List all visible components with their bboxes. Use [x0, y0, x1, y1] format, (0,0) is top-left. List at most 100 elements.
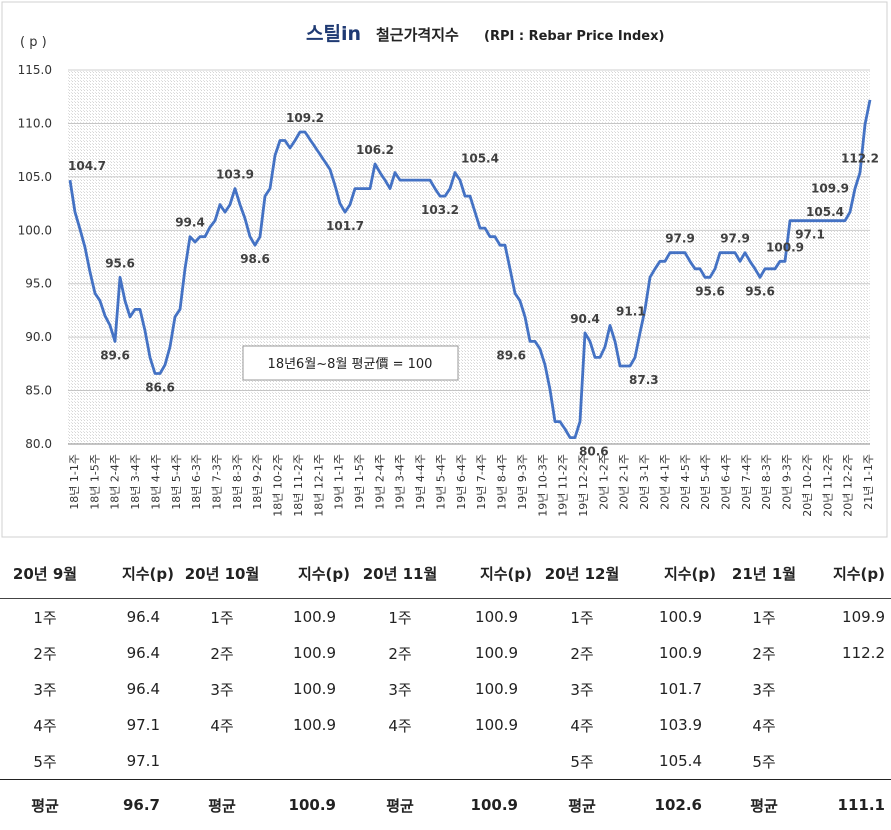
data-label: 95.6 [695, 284, 725, 298]
week-cell: 3주 [354, 671, 446, 707]
y-tick-label: 95.0 [25, 277, 52, 291]
x-tick-label: 20년 8-3주 [760, 454, 773, 510]
data-label: 91.1 [616, 304, 646, 318]
week-cell: 4주 [178, 707, 266, 743]
value-cell [808, 707, 891, 743]
data-label: 95.6 [745, 284, 775, 298]
index-header: 지수(p) [266, 548, 354, 599]
week-cell [354, 743, 446, 780]
value-cell: 96.4 [90, 599, 178, 636]
data-label: 97.9 [720, 232, 750, 246]
data-label: 98.6 [240, 252, 270, 266]
index-header: 지수(p) [90, 548, 178, 599]
average-value: 100.9 [266, 780, 354, 830]
data-label: 97.1 [795, 228, 825, 242]
x-tick-label: 19년 2-4주 [373, 454, 386, 510]
week-cell [178, 743, 266, 780]
data-label: 95.6 [105, 256, 135, 270]
week-cell: 4주 [354, 707, 446, 743]
value-cell: 100.9 [628, 599, 720, 636]
data-label: 90.4 [570, 312, 600, 326]
value-cell [808, 743, 891, 780]
chart-title: 철근가격지수 [376, 26, 459, 44]
x-tick-label: 20년 5-4주 [699, 454, 712, 510]
value-cell: 100.9 [266, 671, 354, 707]
x-tick-label: 19년 1-5주 [353, 454, 366, 510]
data-label: 105.4 [806, 205, 844, 219]
value-cell: 96.4 [90, 671, 178, 707]
average-label: 평균 [354, 780, 446, 830]
value-cell: 112.2 [808, 635, 891, 671]
week-cell: 1주 [0, 599, 90, 636]
average-value: 102.6 [628, 780, 720, 830]
y-tick-label: 90.0 [25, 330, 52, 344]
data-label: 106.2 [356, 143, 394, 157]
data-label: 103.2 [421, 203, 459, 217]
x-tick-label: 20년 10-2주 [801, 454, 814, 517]
week-cell: 3주 [0, 671, 90, 707]
week-cell: 5주 [0, 743, 90, 780]
value-cell: 103.9 [628, 707, 720, 743]
x-tick-label: 19년 4-4주 [414, 454, 427, 510]
week-cell: 3주 [536, 671, 628, 707]
x-tick-label: 20년 9-3주 [781, 454, 794, 510]
y-tick-label: 110.0 [18, 116, 52, 130]
x-tick-label: 20년 7-4주 [740, 454, 753, 510]
x-tick-label: 18년 4-4주 [149, 454, 162, 510]
x-tick-label: 19년 5-4주 [434, 454, 447, 510]
data-label: 109.2 [286, 111, 324, 125]
value-cell: 96.4 [90, 635, 178, 671]
x-tick-label: 18년 7-3주 [211, 454, 224, 510]
average-label: 평균 [720, 780, 808, 830]
week-cell: 3주 [178, 671, 266, 707]
week-cell: 5주 [536, 743, 628, 780]
y-tick-label: 105.0 [18, 170, 52, 184]
value-cell: 100.9 [266, 707, 354, 743]
x-tick-label: 19년 12-2주 [577, 454, 590, 517]
x-tick-label: 20년 3-1주 [638, 454, 651, 510]
value-cell: 100.9 [628, 635, 720, 671]
data-label: 89.6 [496, 348, 526, 362]
x-tick-label: 19년 1-1주 [333, 454, 346, 510]
x-tick-label: 18년 2-4주 [109, 454, 122, 510]
average-value: 111.1 [808, 780, 891, 830]
week-cell: 3주 [720, 671, 808, 707]
x-tick-label: 19년 6-4주 [455, 454, 468, 510]
value-cell: 97.1 [90, 707, 178, 743]
x-tick-label: 19년 8-4주 [496, 454, 509, 510]
week-cell: 4주 [720, 707, 808, 743]
x-tick-label: 19년 10-3주 [536, 454, 549, 517]
value-cell: 97.1 [90, 743, 178, 780]
week-cell: 4주 [536, 707, 628, 743]
data-label: 80.6 [579, 445, 609, 459]
data-label: 112.2 [841, 152, 879, 166]
index-header: 지수(p) [808, 548, 891, 599]
chart-subtitle: (RPI : Rebar Price Index) [484, 29, 664, 44]
x-tick-label: 20년 2-1주 [618, 454, 631, 510]
week-cell: 2주 [354, 635, 446, 671]
index-header: 지수(p) [446, 548, 536, 599]
data-label: 105.4 [461, 152, 499, 166]
x-tick-label: 20년 4-5주 [679, 454, 692, 510]
value-cell: 100.9 [446, 707, 536, 743]
data-label: 99.4 [175, 216, 205, 230]
x-tick-label: 19년 11-2주 [557, 454, 570, 517]
x-tick-label: 18년 12-1주 [312, 454, 325, 517]
month-header: 20년 9월 [0, 548, 90, 599]
x-tick-label: 18년 9-2주 [251, 454, 264, 510]
week-cell: 4주 [0, 707, 90, 743]
value-cell [266, 743, 354, 780]
y-tick-label: 80.0 [25, 437, 52, 451]
x-tick-label: 18년 8-3주 [231, 454, 244, 510]
data-label: 89.6 [100, 348, 130, 362]
x-tick-label: 18년 3-4주 [129, 454, 142, 510]
index-header: 지수(p) [628, 548, 720, 599]
x-tick-label: 20년 1-2주 [597, 454, 610, 510]
